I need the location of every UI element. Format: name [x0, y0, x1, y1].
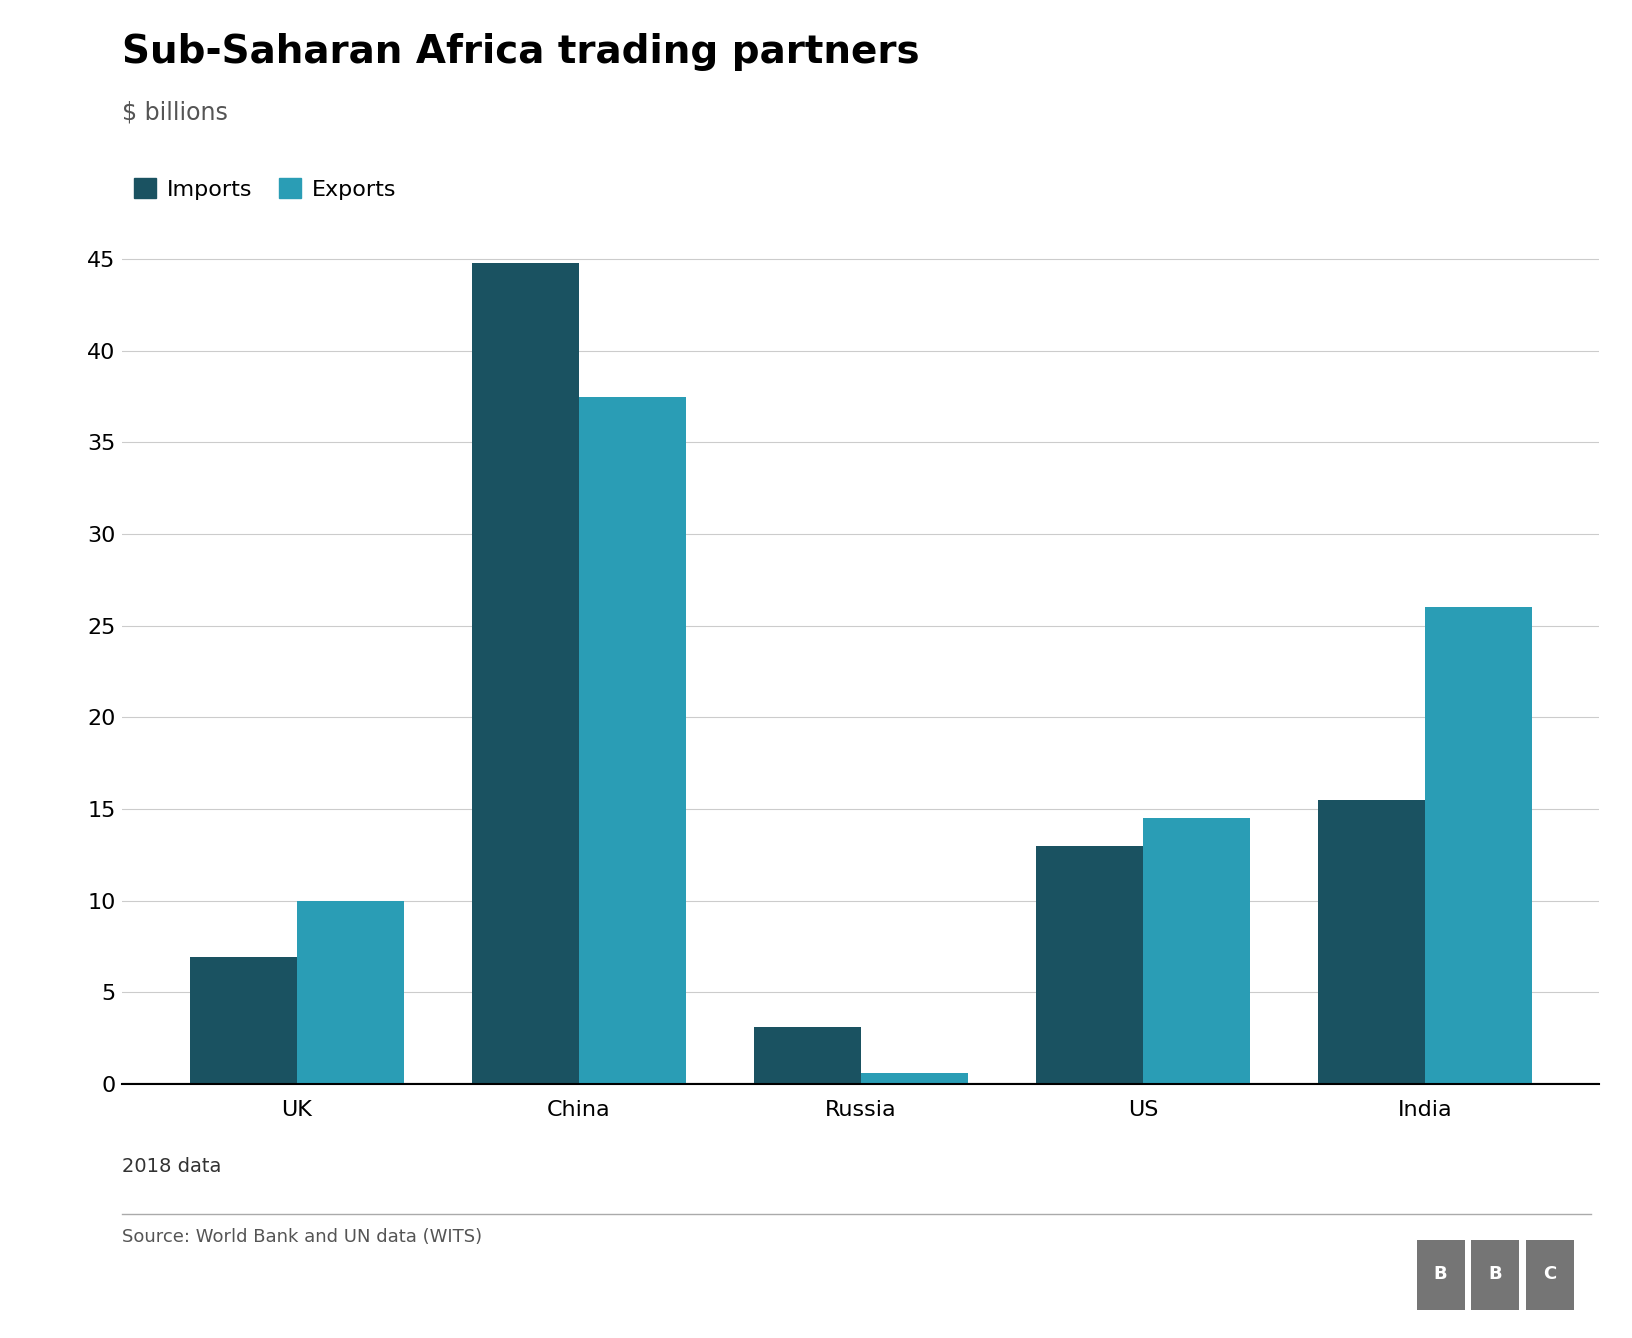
FancyBboxPatch shape	[1472, 1240, 1519, 1310]
Bar	[189, 958, 297, 1084]
Text: $ billions: $ billions	[122, 100, 228, 124]
Bar	[472, 262, 579, 1084]
Bar	[579, 396, 685, 1084]
Bar	[754, 1028, 862, 1084]
FancyBboxPatch shape	[1417, 1240, 1464, 1310]
Text: B: B	[1435, 1264, 1448, 1283]
Text: C: C	[1544, 1264, 1557, 1283]
FancyBboxPatch shape	[1526, 1240, 1575, 1310]
Text: 2018 data: 2018 data	[122, 1157, 222, 1176]
Bar	[1319, 800, 1425, 1084]
Bar	[1142, 818, 1250, 1084]
Text: B: B	[1488, 1264, 1501, 1283]
Text: Source: World Bank and UN data (WITS): Source: World Bank and UN data (WITS)	[122, 1228, 483, 1246]
Bar	[297, 900, 403, 1084]
Bar	[1036, 846, 1142, 1084]
Bar	[1425, 607, 1532, 1084]
Text: Sub-Saharan Africa trading partners: Sub-Saharan Africa trading partners	[122, 33, 920, 71]
Bar	[860, 1073, 968, 1084]
Legend: Imports, Exports: Imports, Exports	[134, 178, 397, 199]
